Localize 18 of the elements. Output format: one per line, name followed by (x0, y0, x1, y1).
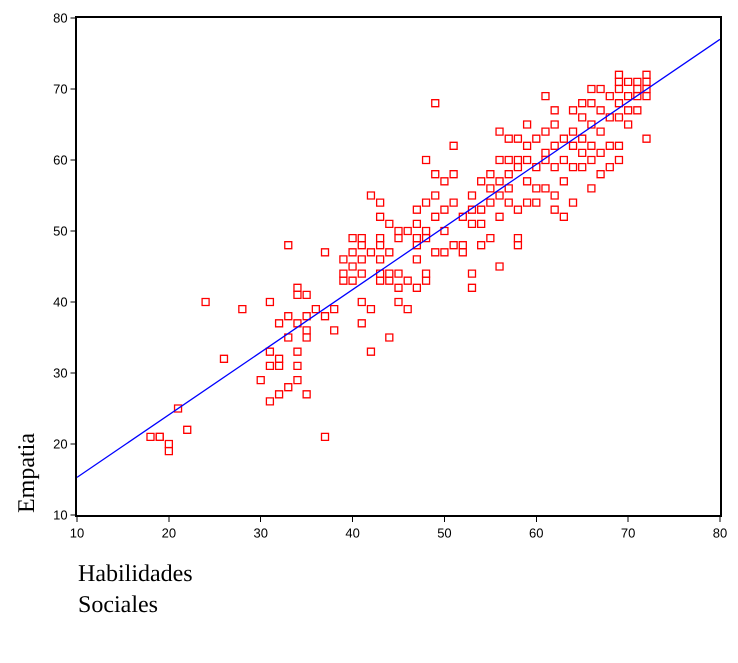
y-axis-title: Empatia (14, 432, 40, 513)
x-axis-title: Habilidades Sociales (78, 561, 193, 618)
x-tick-label: 10 (70, 525, 84, 540)
x-tick-label: 40 (345, 525, 360, 540)
y-tick-label: 70 (53, 82, 68, 97)
y-tick-label: 20 (53, 436, 68, 452)
x-tick-label: 60 (529, 525, 544, 540)
y-tick-label: 10 (53, 508, 68, 523)
y-tick-label: 80 (53, 10, 68, 26)
y-tick-label: 60 (53, 152, 68, 168)
x-tick-label: 20 (162, 525, 176, 540)
y-tick-label: 30 (53, 366, 68, 381)
x-tick-label: 70 (620, 525, 636, 540)
x-tick-label: 30 (253, 525, 268, 540)
y-tick-label: 50 (53, 224, 68, 239)
y-tick-label: 40 (53, 294, 68, 310)
x-tick-label: 80 (712, 525, 728, 540)
x-tick-label: 50 (437, 525, 452, 540)
